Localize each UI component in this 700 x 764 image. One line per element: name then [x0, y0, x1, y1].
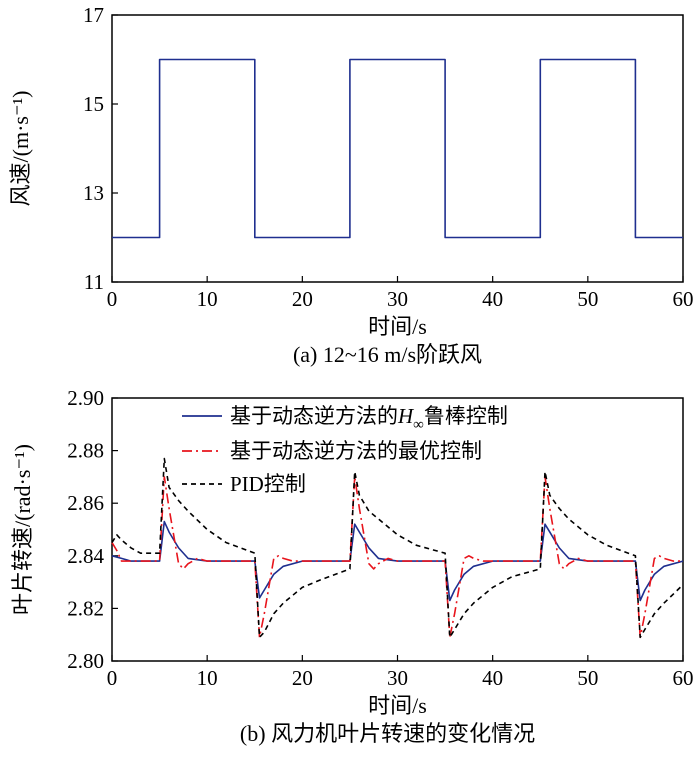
legend-label-h-symbol: H — [397, 404, 415, 428]
panel-b-x-tick-label: 30 — [387, 666, 408, 690]
panel-b-series-line-1 — [111, 476, 683, 639]
panel-b-plot-frame — [111, 397, 684, 662]
panel-a-y-tick-label: 11 — [84, 270, 104, 294]
panel-b-y-tick-label: 2.90 — [67, 386, 104, 410]
panel-a-caption: (a) 12~16 m/s阶跃风 — [293, 342, 482, 367]
legend-label-hinf-robust: 基于动态逆方法的H∞鲁棒控制 — [230, 404, 508, 433]
panel-b-rotor-speed-chart: 0 10 20 30 40 50 60 2.80 2.82 2.84 2.86 2.88 2.90 基于… — [10, 386, 694, 746]
legend-label-hinf-prefix: 基于动态逆方法的 — [230, 404, 398, 428]
panel-a-y-tick-label: 13 — [83, 181, 104, 205]
panel-a-series-line-0 — [112, 58, 683, 239]
legend-label-optimal: 基于动态逆方法的最优控制 — [230, 439, 482, 463]
panel-a-x-tick-label: 20 — [292, 287, 313, 311]
panel-b-x-tick-label: 60 — [673, 666, 694, 690]
legend-label-infinity-subscript: ∞ — [413, 417, 424, 433]
panel-a-x-tick-label: 30 — [387, 287, 408, 311]
panel-b-x-tick-label: 10 — [197, 666, 218, 690]
panel-a-plot-frame — [111, 14, 684, 283]
panel-b-y-axis-title: 叶片转速/(rad·s⁻¹) — [10, 444, 35, 615]
panel-b-y-tick-label: 2.86 — [67, 491, 104, 515]
panel-a-y-axis-title: 风速/(m·s⁻¹) — [8, 91, 33, 207]
legend-label-hinf-suffix: 鲁棒控制 — [424, 404, 508, 428]
panel-a-axis-ticks: 0 10 20 30 40 50 60 11 13 15 17 — [83, 3, 694, 311]
panel-a-x-tick-label: 60 — [673, 287, 694, 311]
panel-a-series — [112, 58, 683, 239]
panel-b-x-tick-label: 40 — [482, 666, 503, 690]
panel-b-y-tick-label: 2.88 — [67, 439, 104, 463]
panel-b-x-tick-label: 20 — [292, 666, 313, 690]
panel-a-y-tick-label: 17 — [83, 3, 104, 27]
panel-b-y-tick-label: 2.82 — [67, 596, 104, 620]
legend-label-pid: PID控制 — [230, 472, 306, 496]
panel-a-x-tick-label: 40 — [482, 287, 503, 311]
panel-b-series — [111, 457, 684, 639]
panel-b-axis-ticks: 0 10 20 30 40 50 60 2.80 2.82 2.84 2.86 2.88 2.90 — [67, 386, 693, 690]
panel-a-wind-speed-chart: 0 10 20 30 40 50 60 11 13 15 17 时间/s 风速/(m·s⁻¹) (a… — [8, 3, 694, 367]
panel-a-y-tick-label: 15 — [83, 92, 104, 116]
panel-b-legend: 基于动态逆方法的H∞鲁棒控制 基于动态逆方法的最优控制 PID控制 — [182, 404, 508, 496]
panel-b-y-tick-label: 2.84 — [67, 544, 104, 568]
panel-a-x-tick-label: 0 — [107, 287, 118, 311]
panel-a-x-axis-title: 时间/s — [368, 314, 427, 339]
panel-b-caption: (b) 风力机叶片转速的变化情况 — [240, 721, 535, 746]
panel-b-series-line-2 — [111, 457, 684, 639]
panel-a-x-tick-label: 10 — [197, 287, 218, 311]
panel-a-x-tick-label: 50 — [577, 287, 598, 311]
panel-b-x-tick-label: 50 — [577, 666, 598, 690]
panel-b-y-tick-label: 2.80 — [67, 649, 104, 673]
panel-b-x-tick-label: 0 — [107, 666, 118, 690]
panel-b-series-line-0 — [111, 520, 684, 602]
panel-b-x-axis-title: 时间/s — [368, 693, 427, 718]
